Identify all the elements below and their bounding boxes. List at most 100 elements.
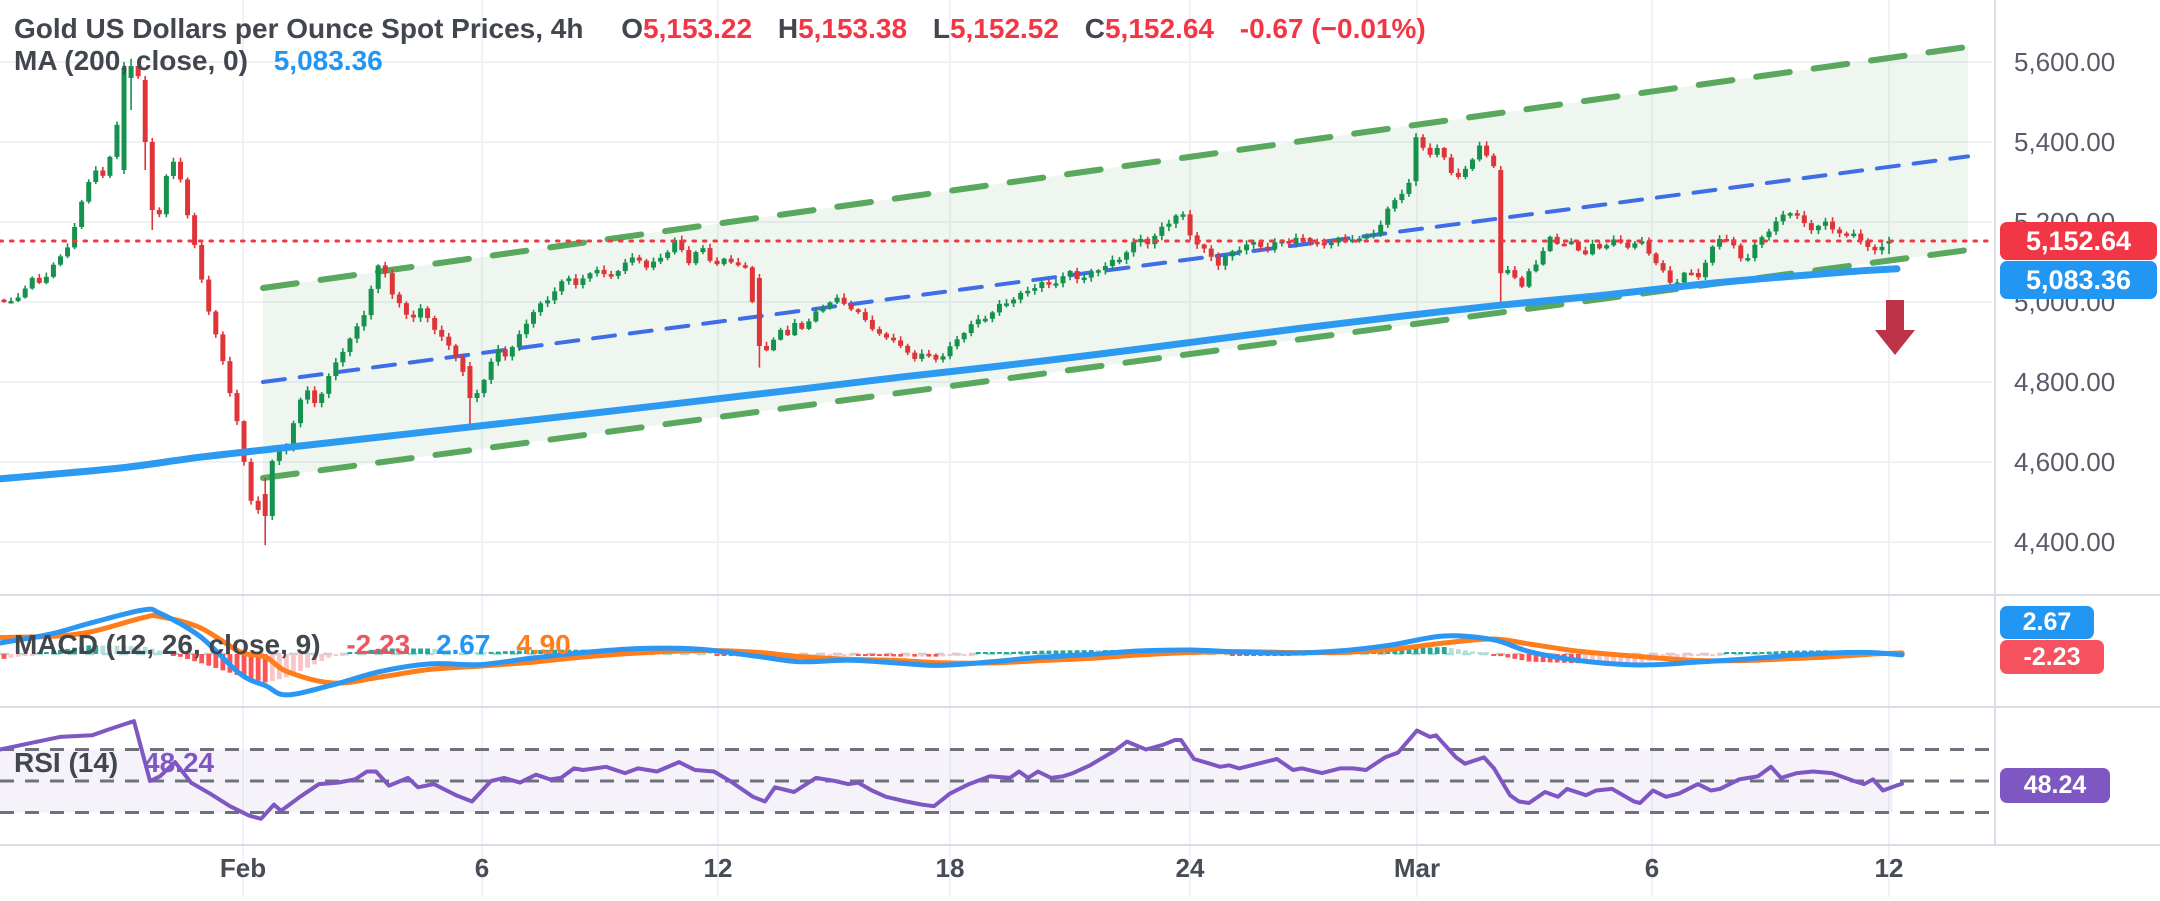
candle-body <box>1632 243 1638 248</box>
candle-body <box>1611 239 1617 246</box>
candle-body <box>396 294 402 304</box>
macd-histogram-bar <box>877 654 882 656</box>
candle-body <box>1745 258 1751 261</box>
channel-mid-line[interactable] <box>261 154 1970 384</box>
time-tick-label: 24 <box>1175 853 1205 883</box>
down-arrow-icon[interactable] <box>1875 300 1915 355</box>
macd-histogram-bar <box>1618 654 1624 663</box>
macd-histogram-bar <box>1039 650 1045 654</box>
macd-histogram-bar <box>86 645 92 654</box>
candle-body <box>658 257 664 262</box>
macd-histogram-bar <box>206 654 212 666</box>
macd-histogram-bar <box>389 648 395 654</box>
macd-main-line[interactable] <box>0 606 1905 698</box>
candle-body <box>552 291 558 301</box>
candle-body <box>848 303 854 310</box>
candle-body <box>213 311 219 335</box>
time-tick-label: Mar <box>1393 853 1441 883</box>
candle-body <box>227 361 233 394</box>
candle-body <box>1420 137 1426 148</box>
macd-histogram-bar <box>100 645 106 654</box>
macd-histogram-bar <box>382 648 388 654</box>
time-tick-label: 12 <box>1874 853 1904 883</box>
macd-histogram-bar <box>361 650 367 654</box>
candle-body <box>1173 215 1179 224</box>
macd-histogram-bar <box>396 648 402 654</box>
candle-body <box>1491 155 1497 167</box>
candle-body <box>629 257 635 263</box>
macd-histogram-bar <box>93 645 99 654</box>
time-tick-label: 12 <box>703 853 733 883</box>
candle-body <box>1357 238 1363 242</box>
macd-histogram-bar <box>891 654 896 657</box>
macd-histogram-bar <box>1674 654 1680 658</box>
macd-histogram-bar <box>1 654 7 659</box>
candle-body <box>1237 250 1242 253</box>
candle-body <box>954 339 960 347</box>
macd-histogram-bar <box>1625 654 1631 663</box>
candle-body <box>403 303 409 315</box>
rsi-line[interactable] <box>0 719 1904 821</box>
candle-body <box>771 339 777 351</box>
candle-body <box>622 262 628 272</box>
ma-legend-row[interactable]: MA (200, close, 0) 5,083.36 <box>14 45 383 77</box>
candle-body <box>820 308 826 312</box>
candle-body <box>474 393 480 398</box>
macd-legend-row[interactable]: MACD (12, 26, close, 9) -2.23 2.67 4.90 <box>14 629 571 661</box>
macd-histogram-bar <box>1441 646 1447 654</box>
candle-body <box>502 349 508 357</box>
macd-histogram-bar <box>933 654 939 657</box>
candle-body <box>989 312 995 319</box>
macd-histogram-bar <box>1533 654 1539 662</box>
macd-histogram-bar <box>1505 654 1511 658</box>
candle-body <box>763 346 769 351</box>
macd-histogram-bar <box>460 651 466 654</box>
candle-body <box>912 352 918 359</box>
macd-histogram-bar <box>1011 651 1016 654</box>
candle-body <box>276 450 282 461</box>
candle-body <box>1004 303 1010 306</box>
macd-histogram-bar <box>1745 652 1751 654</box>
candle-body <box>1060 276 1066 284</box>
candle-body <box>488 361 494 380</box>
candle-body <box>1349 239 1355 242</box>
candle-body <box>651 261 657 268</box>
candle-body <box>432 318 438 330</box>
candle-body <box>1378 224 1384 234</box>
candle-body <box>756 278 762 346</box>
macd-signal-line[interactable] <box>0 613 1905 686</box>
candle-body <box>1067 271 1073 277</box>
candle-body <box>1328 242 1334 246</box>
macd-histogram-bar <box>1526 654 1532 662</box>
ohlc-close-value: 5,152.64 <box>1104 13 1214 44</box>
candle-body <box>149 142 155 210</box>
candle-body <box>192 215 198 245</box>
macd-histogram-bar <box>1731 652 1737 654</box>
candle-body <box>1653 253 1659 264</box>
candle-body <box>679 239 685 251</box>
candle-body <box>495 349 501 362</box>
candle-body <box>898 340 904 346</box>
rsi-value-badge: 48.24 <box>2000 768 2110 803</box>
macd-histogram-bar <box>1604 654 1610 663</box>
macd-histogram-bar <box>72 647 77 654</box>
macd-histogram-bar <box>1477 652 1482 654</box>
macd-histogram-bar <box>22 654 28 656</box>
candle-body <box>1830 221 1836 230</box>
macd-histogram-bar <box>312 654 318 665</box>
candle-body <box>1851 233 1857 237</box>
rsi-legend-row[interactable]: RSI (14) 48.24 <box>14 747 214 779</box>
candle-body <box>516 334 522 348</box>
macd-histogram-bar <box>1230 654 1235 656</box>
macd-histogram-bar <box>1434 647 1440 654</box>
macd-histogram-bar <box>1773 651 1779 654</box>
macd-histogram-bar <box>192 654 198 662</box>
symbol-legend-row[interactable]: Gold US Dollars per Ounce Spot Prices, 4… <box>14 13 1426 45</box>
candle-body <box>1688 272 1694 276</box>
candle-body <box>1865 240 1871 247</box>
candle-body <box>1702 262 1708 278</box>
ma200-line[interactable] <box>0 265 1901 483</box>
macd-histogram-bar <box>1237 654 1242 656</box>
candle-body <box>1519 277 1525 287</box>
